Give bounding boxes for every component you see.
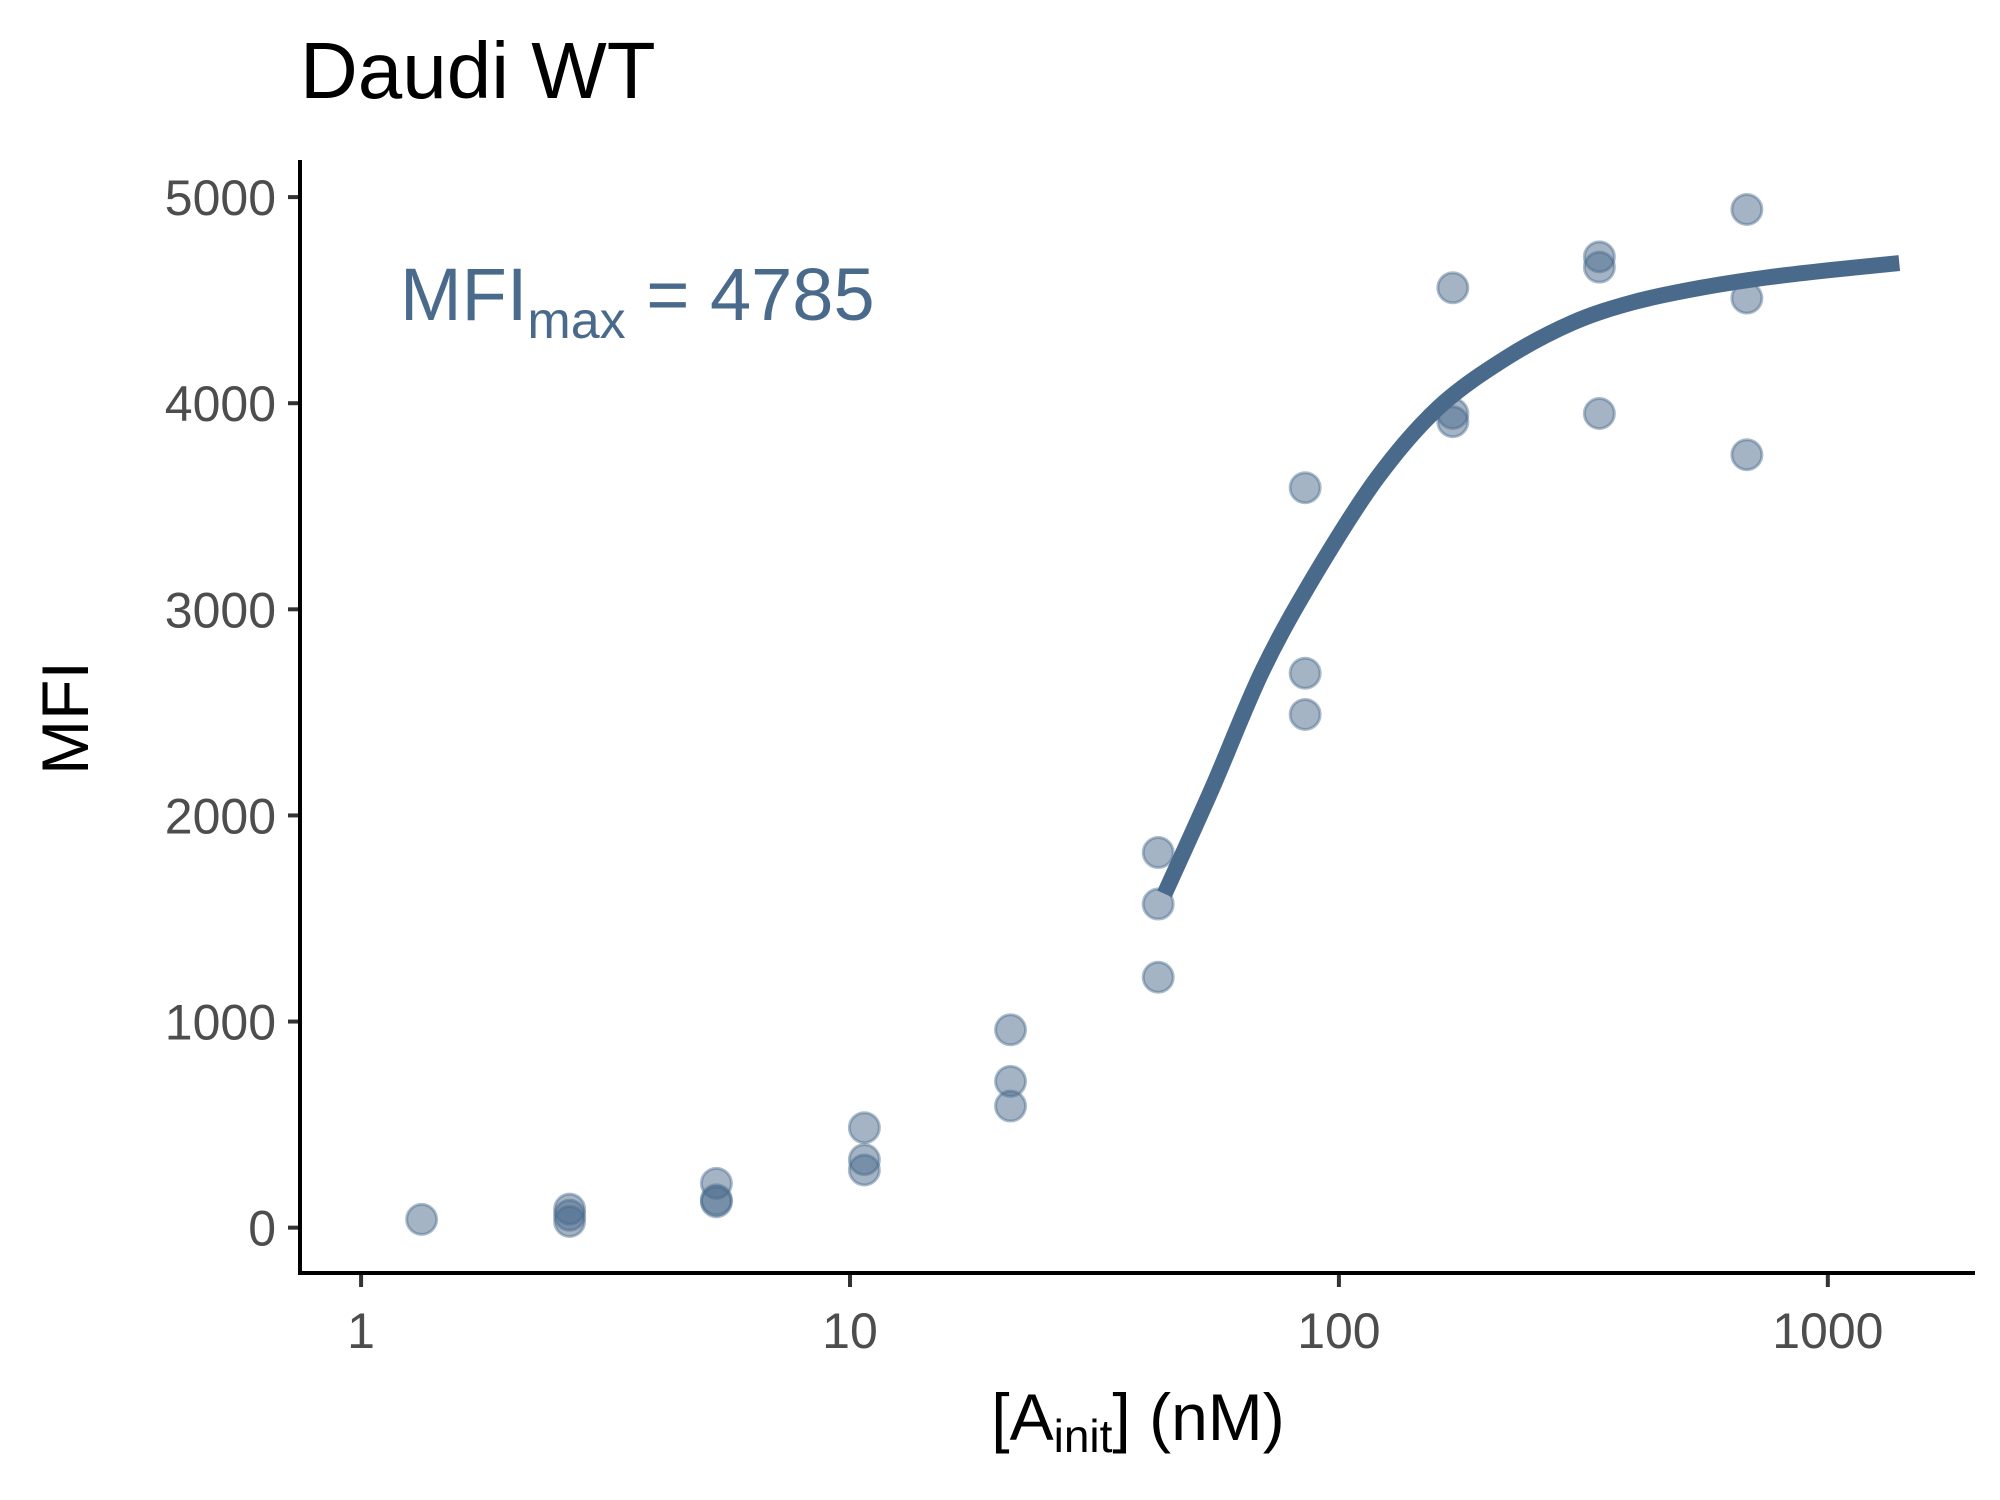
- x-tick-label-1: 10: [822, 1303, 878, 1359]
- y-tick-label-2: 2000: [165, 788, 276, 844]
- data-point-9: [847, 1153, 881, 1187]
- x-tick-label-2: 100: [1297, 1303, 1380, 1359]
- x-tick-label-0: 1: [347, 1303, 375, 1359]
- annotation-post: = 4785: [626, 253, 875, 336]
- data-point-6: [699, 1185, 733, 1219]
- fit-curve: [1157, 255, 1901, 898]
- y-tick-label-0: 0: [248, 1201, 276, 1257]
- data-point-24: [1582, 397, 1616, 431]
- annotation-main: MFI: [400, 253, 527, 336]
- data-point-23: [1582, 250, 1616, 284]
- x-axis-title-main: [A: [991, 1380, 1053, 1454]
- data-point-19: [1436, 271, 1470, 305]
- y-tick-label-1: 1000: [165, 995, 276, 1051]
- x-axis-ticks: 1 10 100 1000: [347, 1273, 1883, 1359]
- data-point-16: [1288, 471, 1322, 505]
- data-point-27: [1730, 438, 1764, 472]
- data-point-17: [1288, 656, 1322, 690]
- x-tick-label-3: 1000: [1772, 1303, 1883, 1359]
- data-point-7: [847, 1111, 881, 1145]
- annotation-sub: max: [527, 292, 625, 350]
- data-points: [405, 192, 1764, 1238]
- mfi-max-annotation: MFImax = 4785: [400, 253, 875, 350]
- chart-title: Daudi WT: [300, 26, 656, 115]
- y-axis-ticks: 0 1000 2000 3000 4000 5000: [165, 170, 300, 1257]
- y-tick-label-3: 3000: [165, 582, 276, 638]
- data-point-15: [1141, 960, 1175, 994]
- data-point-18: [1288, 697, 1322, 731]
- x-axis-title-post: ] (nM): [1112, 1380, 1284, 1454]
- data-point-21: [1436, 405, 1470, 439]
- data-point-0: [405, 1202, 439, 1236]
- data-point-12: [994, 1089, 1028, 1123]
- data-point-3: [553, 1204, 587, 1238]
- data-point-10: [994, 1013, 1028, 1047]
- y-axis-title: MFI: [28, 661, 102, 775]
- x-axis-title-sub: init: [1054, 1410, 1113, 1462]
- y-tick-label-5: 5000: [165, 170, 276, 226]
- data-point-25: [1730, 192, 1764, 226]
- x-axis-title: [Ainit] (nM): [991, 1380, 1285, 1462]
- data-point-13: [1141, 836, 1175, 870]
- y-tick-label-4: 4000: [165, 376, 276, 432]
